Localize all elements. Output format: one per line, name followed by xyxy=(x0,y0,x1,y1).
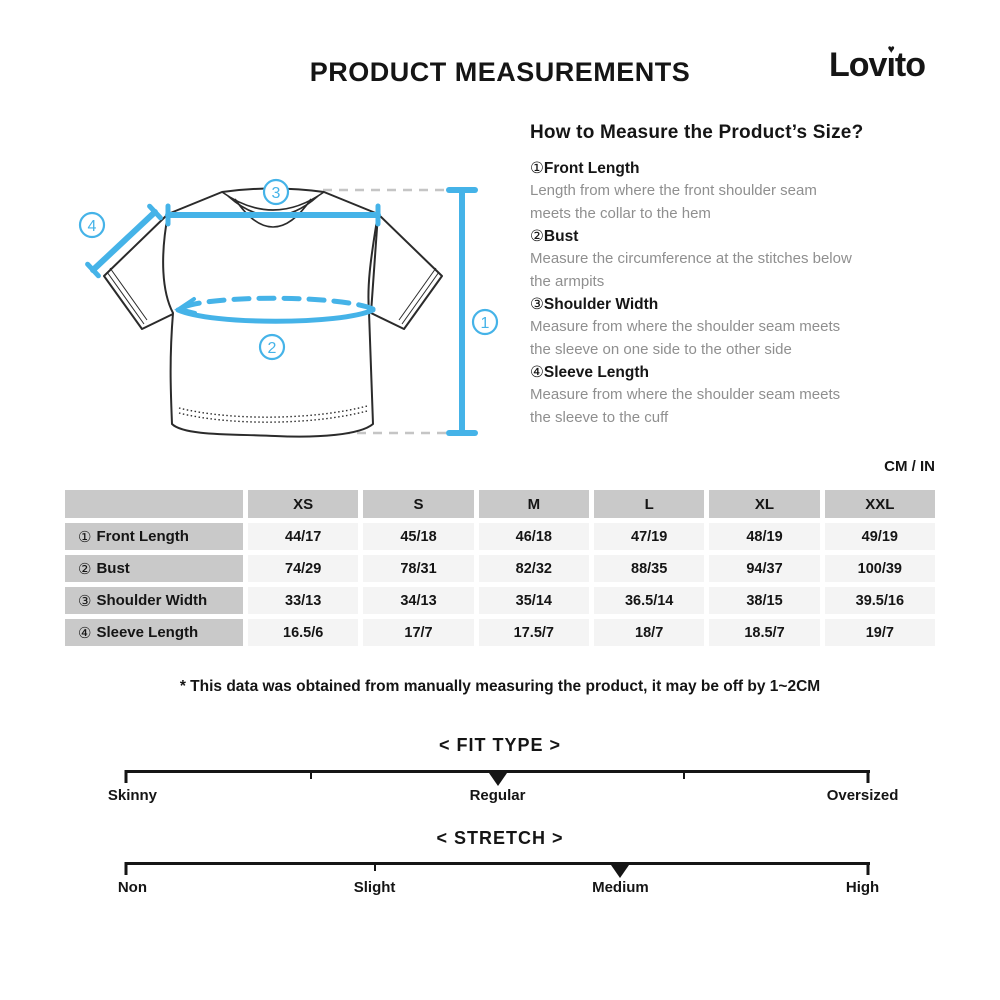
table-cell: 35/14 xyxy=(478,587,589,614)
table-cell: 48/19 xyxy=(709,523,820,550)
stretch-title: < STRETCH > xyxy=(436,828,564,848)
table-cell: 100/39 xyxy=(824,555,935,582)
scale-tick xyxy=(682,770,685,779)
measure-item-title: ②Bust xyxy=(530,228,579,245)
units-label: CM / IN xyxy=(884,458,935,475)
table-cell: 19/7 xyxy=(824,619,935,646)
table-cell: 45/18 xyxy=(363,523,474,550)
heart-icon: ♥ xyxy=(887,42,895,56)
table-cell: 17/7 xyxy=(363,619,474,646)
scale-tick xyxy=(124,770,128,783)
table-cell: 38/15 xyxy=(709,587,820,614)
measure-item-desc: Measure from where the shoulder seam mee… xyxy=(530,318,841,358)
table-cell: 44/17 xyxy=(248,523,359,550)
table-header-xl: XL xyxy=(709,490,820,518)
scale-tick xyxy=(866,770,870,783)
brand-letter-i: ı ♥ xyxy=(886,42,896,84)
scale-label-oversized: Oversized xyxy=(826,787,899,804)
disclaimer-note: * This data was obtained from manually m… xyxy=(179,678,821,695)
scale-label-slight: Slight xyxy=(353,879,396,896)
scale-tick xyxy=(310,770,313,779)
tshirt-stitch-details xyxy=(106,191,440,423)
table-header-corner xyxy=(65,490,243,518)
table-cell: 94/37 xyxy=(709,555,820,582)
measure-guide-heading: How to Measure the Product’s Size? xyxy=(530,122,864,143)
scale-label-regular: Regular xyxy=(469,787,526,804)
table-cell: 74/29 xyxy=(248,555,359,582)
scale-line xyxy=(125,862,870,865)
scale-label-non: Non xyxy=(117,879,148,896)
annotation-circles: 3 4 2 1 xyxy=(78,178,499,361)
table-header-xs: XS xyxy=(248,490,359,518)
circled-number: ① xyxy=(530,160,544,177)
fit-type-scale: Skinny Regular Oversized xyxy=(108,770,898,810)
circled-number: ④ xyxy=(78,624,92,642)
table-row-label-front-length: ① Front Length xyxy=(65,523,243,550)
brand-logo: Lovı ♥ to xyxy=(829,42,926,85)
circled-number: ④ xyxy=(530,364,544,381)
table-header-l: L xyxy=(594,490,705,518)
table-cell: 88/35 xyxy=(594,555,705,582)
measure-item-sleeve-length: ④Sleeve Length Measure from where the sh… xyxy=(530,361,940,429)
measure-item-title: ③Shoulder Width xyxy=(530,296,659,313)
table-cell: 17.5/7 xyxy=(478,619,589,646)
measure-item-shoulder-width: ③Shoulder Width Measure from where the s… xyxy=(530,293,940,361)
measure-item-desc: Measure the circumference at the stitche… xyxy=(530,250,852,290)
circled-number: ① xyxy=(78,528,92,546)
scale-line xyxy=(125,770,870,773)
page-title: PRODUCT MEASUREMENTS xyxy=(309,57,691,87)
scale-label-medium: Medium xyxy=(592,879,649,896)
table-cell: 33/13 xyxy=(248,587,359,614)
scale-tick xyxy=(866,862,870,875)
measure-item-front-length: ①Front Length Length from where the fron… xyxy=(530,157,940,225)
dashed-guide-lines xyxy=(277,188,458,435)
table-cell: 82/32 xyxy=(478,555,589,582)
size-table: XS S M L XL XXL ① Front Length 44/17 45/1… xyxy=(65,490,935,646)
table-cell: 18/7 xyxy=(594,619,705,646)
table-cell: 16.5/6 xyxy=(248,619,359,646)
measure-item-desc: Length from where the front shoulder sea… xyxy=(530,182,817,222)
table-cell: 39.5/16 xyxy=(824,587,935,614)
circled-number: ② xyxy=(530,228,544,245)
table-cell: 18.5/7 xyxy=(709,619,820,646)
table-header-s: S xyxy=(363,490,474,518)
annotation-1: 1 xyxy=(481,315,490,332)
scale-tick xyxy=(124,862,128,875)
table-header-m: M xyxy=(478,490,589,518)
measure-item-title: ①Front Length xyxy=(530,160,640,177)
stretch-scale: Non Slight Medium High xyxy=(118,862,879,902)
brand-text-pre: Lov xyxy=(829,46,887,84)
measure-guide: How to Measure the Product’s Size? ①Fron… xyxy=(530,122,940,429)
measurement-marks xyxy=(85,187,478,436)
annotation-4: 4 xyxy=(88,218,97,235)
annotation-3: 3 xyxy=(272,185,281,202)
annotation-2: 2 xyxy=(268,340,277,357)
fit-type-marker-triangle-icon xyxy=(488,773,507,786)
scale-label-high: High xyxy=(845,879,880,896)
table-cell: 46/18 xyxy=(478,523,589,550)
scale-label-skinny: Skinny xyxy=(107,787,158,804)
table-row-label-sleeve-length: ④ Sleeve Length xyxy=(65,619,243,646)
table-cell: 47/19 xyxy=(594,523,705,550)
stretch-marker-triangle-icon xyxy=(611,865,630,878)
table-row-label-shoulder-width: ③ Shoulder Width xyxy=(65,587,243,614)
fit-type-title: < FIT TYPE > xyxy=(438,735,562,755)
table-cell: 34/13 xyxy=(363,587,474,614)
tshirt-outline xyxy=(103,187,443,438)
table-cell: 49/19 xyxy=(824,523,935,550)
table-cell: 78/31 xyxy=(363,555,474,582)
circled-number: ③ xyxy=(78,592,92,610)
tshirt-diagram: 3 4 2 1 xyxy=(78,178,499,438)
scale-tick xyxy=(373,862,376,871)
measure-item-bust: ②Bust Measure the circumference at the s… xyxy=(530,225,940,293)
brand-text-post: to xyxy=(894,46,926,84)
table-header-xxl: XXL xyxy=(824,490,935,518)
table-row-label-bust: ② Bust xyxy=(65,555,243,582)
measure-item-title: ④Sleeve Length xyxy=(530,364,649,381)
circled-number: ③ xyxy=(530,296,544,313)
table-cell: 36.5/14 xyxy=(594,587,705,614)
circled-number: ② xyxy=(78,560,92,578)
measure-item-desc: Measure from where the shoulder seam mee… xyxy=(530,386,841,426)
